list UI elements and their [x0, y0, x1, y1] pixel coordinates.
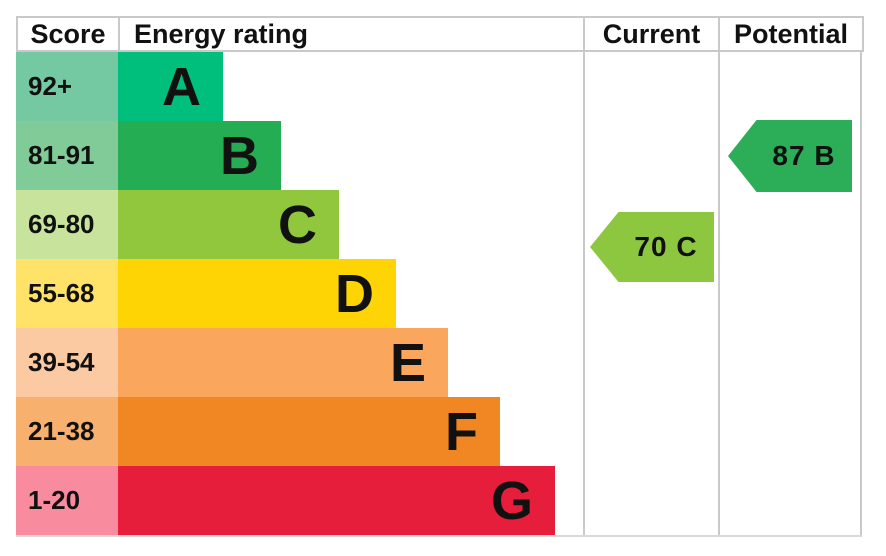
- potential-rating-arrow: 87 B: [728, 120, 852, 192]
- gridline-current-left: [583, 50, 585, 537]
- score-range-cell: 69-80: [16, 190, 118, 259]
- band-bar: D: [118, 259, 396, 328]
- score-range-label: 69-80: [28, 209, 95, 239]
- current-header-label: Current: [602, 18, 701, 49]
- gridline-right-edge: [860, 50, 862, 537]
- score-range-cell: 81-91: [16, 121, 118, 190]
- score-range-cell: 1-20: [16, 466, 118, 535]
- band-row-g: 1-20 G: [16, 466, 555, 535]
- gridline-current-potential: [718, 50, 720, 537]
- score-range-label: 21-38: [28, 416, 95, 446]
- band-row-c: 69-80 C: [16, 190, 339, 259]
- score-range-label: 92+: [28, 71, 73, 101]
- band-letter: C: [278, 194, 317, 255]
- band-row-e: 39-54 E: [16, 328, 448, 397]
- score-header-label: Score: [30, 18, 106, 49]
- band-bar: A: [118, 52, 223, 121]
- band-letter: B: [220, 125, 259, 186]
- band-row-d: 55-68 D: [16, 259, 396, 328]
- current-rating-arrow: 70 C: [590, 212, 714, 282]
- score-range-cell: 55-68: [16, 259, 118, 328]
- score-range-label: 55-68: [28, 278, 95, 308]
- potential-rating-label: 87 B: [772, 140, 836, 171]
- score-range-cell: 21-38: [16, 397, 118, 466]
- score-range-label: 1-20: [28, 485, 81, 515]
- band-row-a: 92+ A: [16, 52, 223, 121]
- band-letter: F: [445, 401, 478, 462]
- score-range-cell: 92+: [16, 52, 118, 121]
- current-column-header: Current: [583, 16, 720, 52]
- potential-column-header: Potential: [718, 16, 864, 52]
- band-letter: G: [490, 470, 533, 531]
- current-rating-label: 70 C: [634, 231, 698, 262]
- score-range-label: 39-54: [28, 347, 95, 377]
- energy-rating-header-label: Energy rating: [134, 18, 309, 49]
- band-bar: C: [118, 190, 339, 259]
- band-bar: G: [118, 466, 555, 535]
- band-bar: B: [118, 121, 281, 190]
- band-letter: A: [162, 56, 201, 117]
- gridline-bottom: [16, 535, 862, 537]
- score-range-cell: 39-54: [16, 328, 118, 397]
- band-letter: D: [335, 263, 374, 324]
- potential-header-label: Potential: [733, 18, 848, 49]
- band-row-f: 21-38 F: [16, 397, 500, 466]
- energy-rating-column-header: Energy rating: [118, 16, 585, 52]
- band-bar: E: [118, 328, 448, 397]
- band-letter: E: [389, 332, 426, 393]
- score-range-label: 81-91: [28, 140, 95, 170]
- band-bar: F: [118, 397, 500, 466]
- band-row-b: 81-91 B: [16, 121, 281, 190]
- score-column-header: Score: [16, 16, 120, 52]
